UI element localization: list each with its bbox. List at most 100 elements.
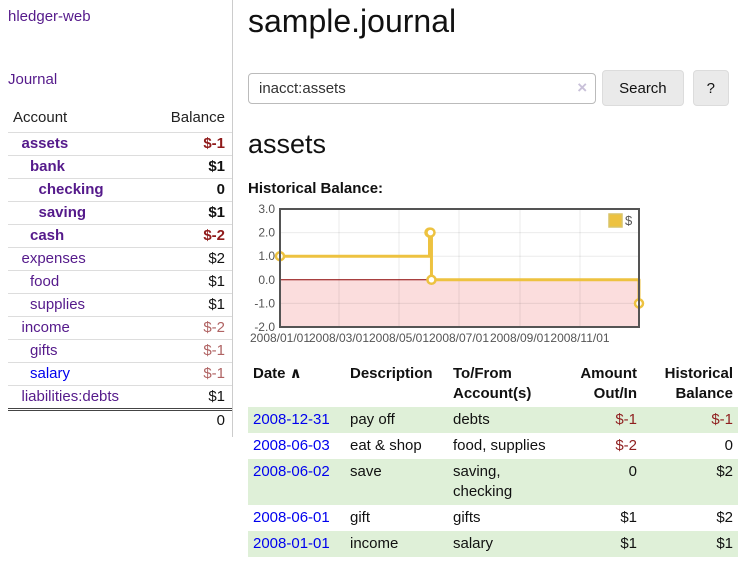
account-balance: $1 [148, 270, 232, 294]
register-col-date[interactable]: Date ∧ [253, 365, 302, 382]
accounts-total-spacer [8, 408, 149, 432]
account-balance: $2 [148, 247, 232, 271]
txn-description: pay off [350, 411, 395, 428]
account-name-cell: food [8, 270, 149, 294]
txn-description: save [350, 463, 382, 480]
sidebar: hledger-web Journal Account Balance asse… [8, 0, 232, 432]
search-input-wrap: × [248, 72, 597, 104]
account-name-cell: salary [8, 362, 149, 386]
accounts-total-value: 0 [148, 408, 232, 432]
account-name-cell: saving [8, 201, 149, 225]
nav-journal-link[interactable]: Journal [8, 71, 58, 88]
account-balance: $1 [148, 293, 232, 317]
accounts-header-balance: Balance [170, 109, 225, 126]
account-balance: $1 [148, 155, 232, 179]
account-row: assets $-1 [8, 132, 232, 156]
chart-data-point [426, 274, 437, 286]
register-col-description: Description [350, 365, 433, 382]
txn-date-link[interactable]: 2008-06-02 [253, 463, 330, 480]
y-axis-tick-label: -2.0 [254, 320, 275, 334]
search-input[interactable] [248, 72, 597, 104]
legend-label: $ [625, 213, 633, 228]
account-row: bank $1 [8, 155, 232, 179]
account-link-expenses[interactable]: expenses [21, 250, 86, 267]
account-name-cell: assets [8, 132, 149, 156]
register-header-row: Date ∧ Description To/From Account(s) Amoun… [248, 361, 738, 407]
txn-date-cell: 2008-12-31 [248, 407, 345, 433]
txn-date-link[interactable]: 2008-06-03 [253, 437, 330, 454]
app-brand-link[interactable]: hledger-web [8, 8, 91, 25]
account-row: income $-2 [8, 316, 232, 340]
account-link-checking[interactable]: checking [38, 181, 104, 198]
search-button[interactable]: Search [602, 70, 684, 106]
x-axis-tick-label: 2008/03/01 [309, 331, 369, 345]
txn-description: gift [350, 509, 371, 526]
y-axis-tick-label: 3.0 [258, 204, 275, 216]
account-link-bank[interactable]: bank [30, 158, 66, 175]
legend-swatch [608, 213, 623, 228]
historical-balance-chart: $3.0 2.0 1.0 0.0 -1.0 -2.0 2008/01/01 2008/03/0… [248, 202, 646, 348]
account-link-cash[interactable]: cash [30, 227, 65, 244]
register-row: 2008-06-03 eat & shop food, supplies $-2 0 [248, 433, 738, 459]
page-title: sample.journal [248, 3, 457, 39]
txn-amount: $-2 [615, 437, 637, 454]
account-link-food[interactable]: food [30, 273, 60, 290]
txn-balance: $2 [716, 509, 733, 526]
txn-balance: $1 [716, 535, 733, 552]
account-row: liabilities:debts $1 [8, 385, 232, 410]
account-row: salary $-1 [8, 362, 232, 386]
txn-date-cell: 2008-01-01 [248, 531, 345, 557]
txn-date-cell: 2008-06-03 [248, 433, 345, 459]
account-link-assets[interactable]: assets [21, 135, 69, 152]
y-axis-tick-label: 1.0 [258, 249, 275, 263]
balance-chart-svg: $3.0 2.0 1.0 0.0 -1.0 -2.02008/01/012008/03/0… [250, 202, 645, 345]
account-link-liabilities-debts[interactable]: liabilities:debts [21, 388, 120, 405]
x-axis-tick-label: 2008/09/01 [490, 331, 550, 345]
txn-accounts: salary [453, 535, 494, 552]
txn-date-link[interactable]: 2008-06-01 [253, 509, 330, 526]
account-row: food $1 [8, 270, 232, 294]
clear-search-icon[interactable]: × [577, 77, 588, 97]
txn-date-link[interactable]: 2008-12-31 [253, 411, 330, 428]
txn-description: eat & shop [350, 437, 422, 454]
account-balance: $1 [148, 385, 232, 410]
help-button[interactable]: ? [692, 70, 729, 106]
sidebar-divider [232, 0, 233, 437]
account-name-cell: expenses [8, 247, 149, 271]
account-balance: $-2 [148, 224, 232, 248]
txn-date-cell: 2008-06-02 [248, 459, 345, 505]
account-name-cell: income [8, 316, 149, 340]
account-link-supplies[interactable]: supplies [30, 296, 86, 313]
txn-balance: $-1 [711, 411, 733, 428]
txn-date-link[interactable]: 2008-01-01 [253, 535, 330, 552]
account-row: gifts $-1 [8, 339, 232, 363]
x-axis-tick-label: 2008/07/01 [429, 331, 489, 345]
txn-description: income [350, 535, 399, 552]
txn-balance: 0 [724, 437, 733, 454]
account-row: saving $1 [8, 201, 232, 225]
x-axis-tick-label: 2008/11/01 [550, 331, 609, 345]
account-link-saving[interactable]: saving [38, 204, 87, 221]
account-row: cash $-2 [8, 224, 232, 248]
account-row: checking 0 [8, 178, 232, 202]
register-row: 2008-12-31 pay off debts $-1 $-1 [248, 407, 738, 433]
txn-amount: $-1 [615, 411, 637, 428]
accounts-header-row: Account Balance [8, 107, 232, 133]
account-balance: $1 [148, 201, 232, 225]
main-content: sample.journal × Search ? assets Histori… [248, 0, 738, 557]
register-row: 2008-06-01 gift gifts $1 $2 [248, 505, 738, 531]
register-col-amount-out-in: Amount Out/In [580, 365, 637, 402]
account-link-income[interactable]: income [21, 319, 70, 336]
accounts-total-row: 0 [8, 408, 232, 432]
account-link-gifts[interactable]: gifts [30, 342, 58, 359]
account-name-cell: cash [8, 224, 149, 248]
register-table: Date ∧ Description To/From Account(s) Amoun… [248, 361, 738, 557]
account-name-cell: gifts [8, 339, 149, 363]
account-link-salary[interactable]: salary [30, 365, 71, 382]
sort-asc-icon[interactable]: ∧ [285, 365, 302, 382]
txn-date-cell: 2008-06-01 [248, 505, 345, 531]
account-row: expenses $2 [8, 247, 232, 271]
txn-accounts: debts [453, 411, 490, 428]
account-balance: $-1 [148, 339, 232, 363]
